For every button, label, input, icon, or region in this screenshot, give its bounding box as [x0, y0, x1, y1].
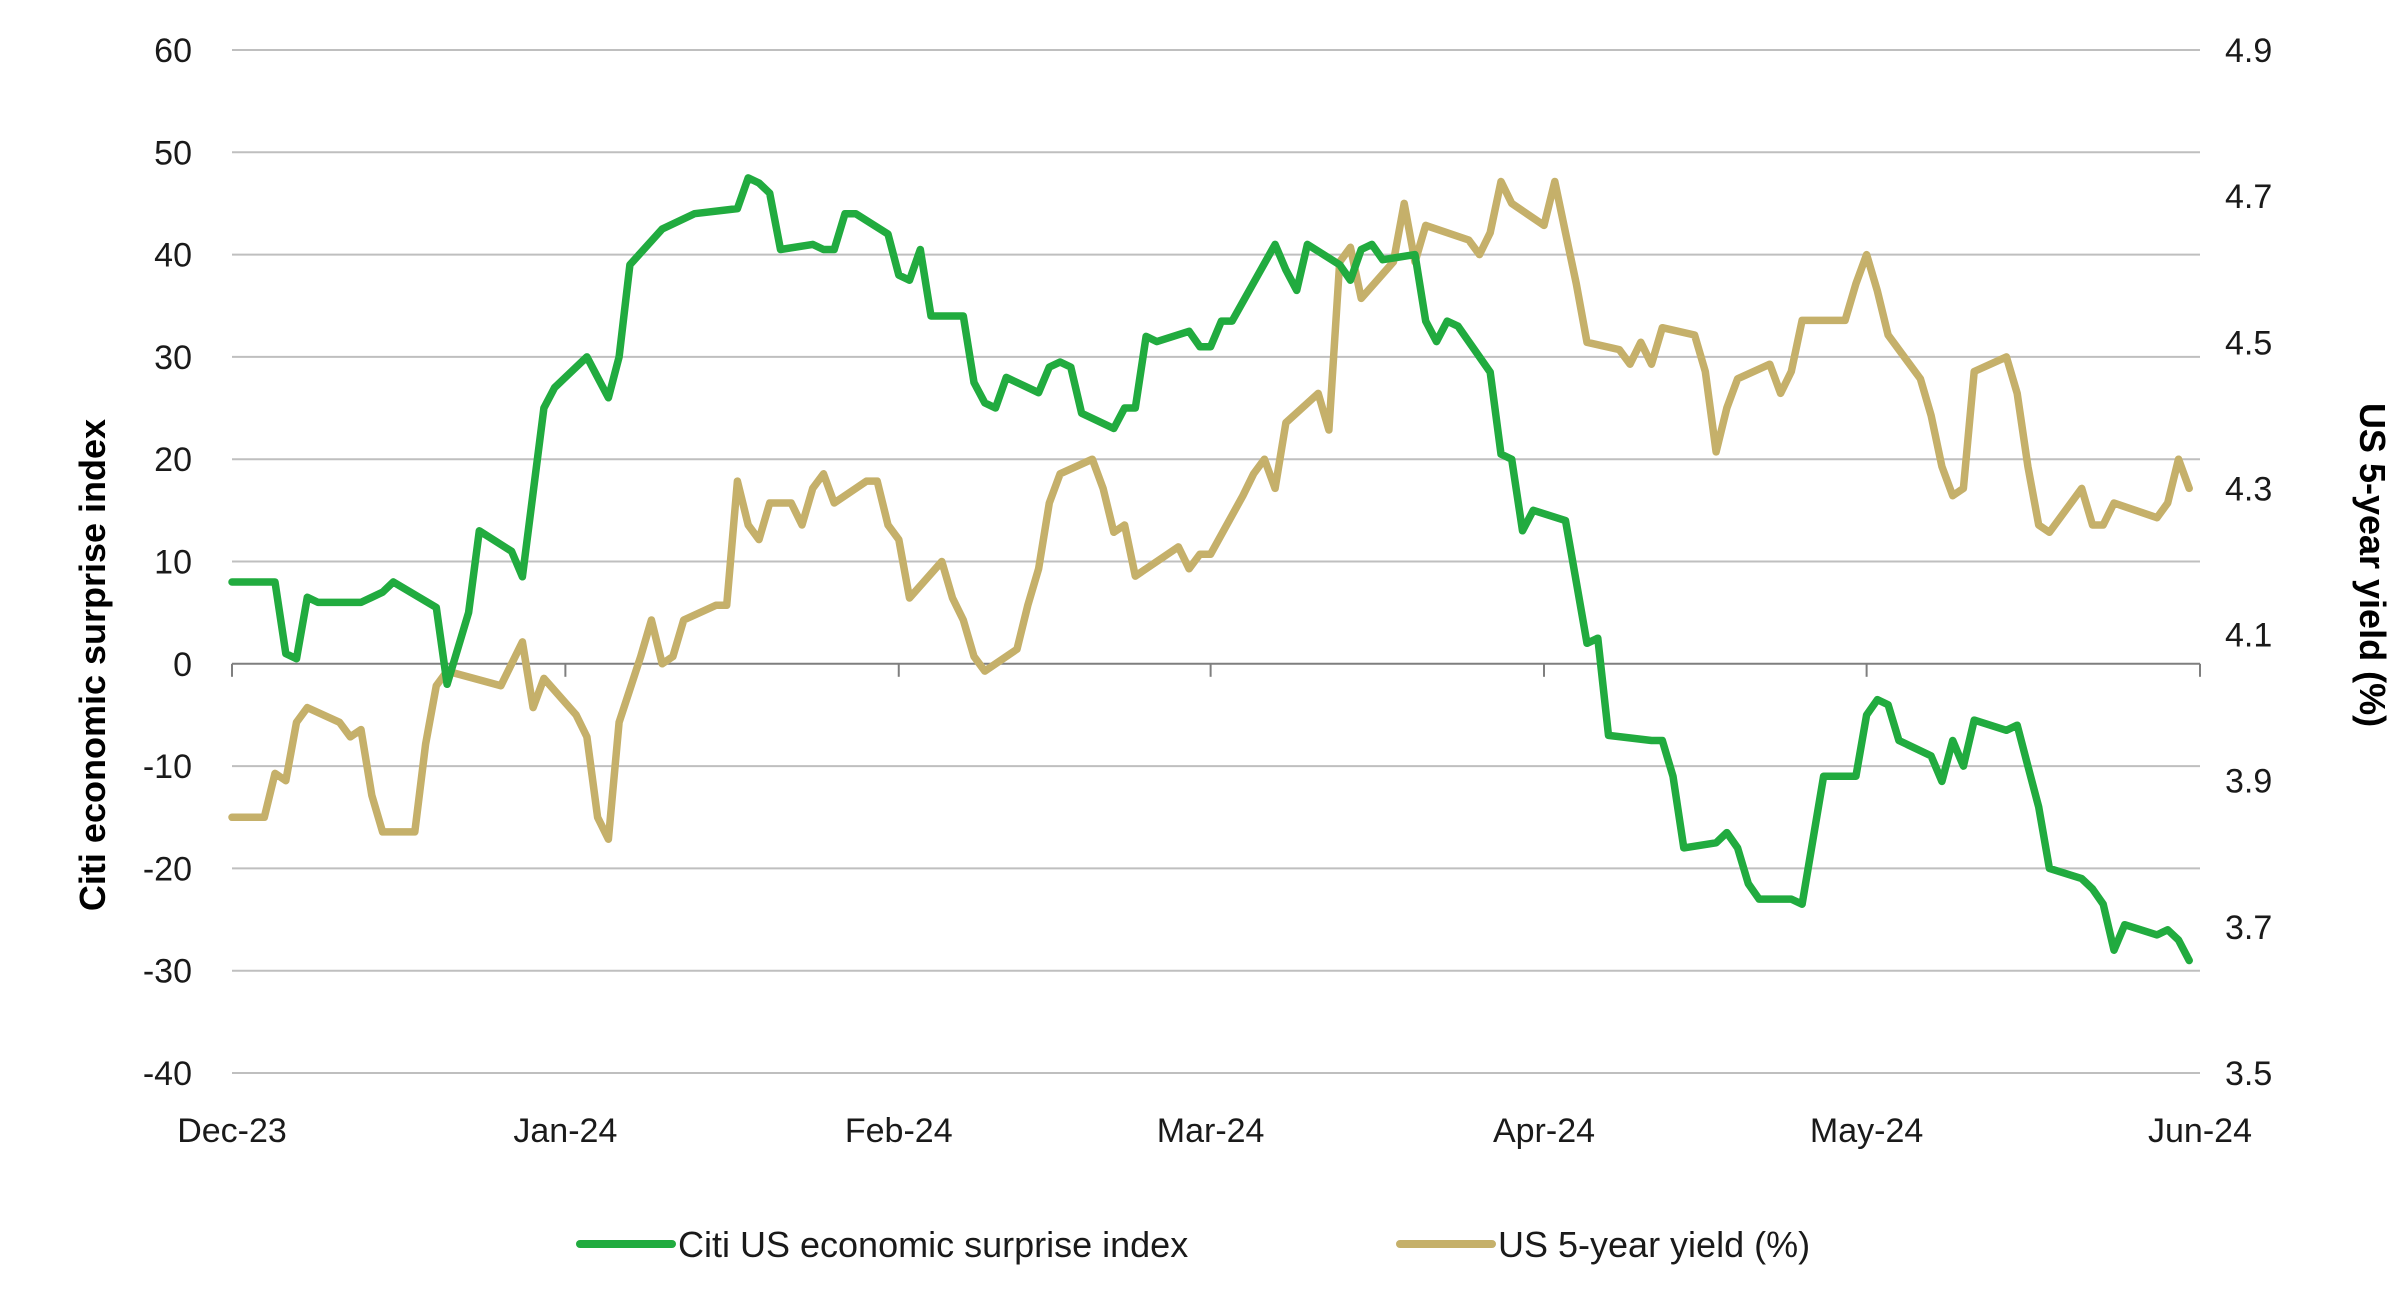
right-y-tick-label: 3.7 — [2225, 909, 2272, 947]
left-y-tick-label: 10 — [154, 544, 192, 582]
right-y-tick-label: 4.9 — [2225, 32, 2272, 70]
series-line-5y-yield — [228, 177, 2193, 843]
x-tick-label: May-24 — [1810, 1112, 1923, 1150]
gridlines — [232, 49, 2200, 1074]
left-y-tick-label: 60 — [154, 32, 192, 70]
right-y-tick-label: 3.5 — [2225, 1055, 2272, 1093]
left-y-tick-label: -20 — [143, 850, 192, 888]
x-tick-labels: Dec-23 Jan-24 Feb-24 Mar-24 Apr-24 May-24 Jun-… — [177, 1112, 2252, 1150]
x-tick-label: Dec-23 — [177, 1112, 287, 1150]
x-tick-label: Feb-24 — [845, 1112, 953, 1150]
axes — [231, 662, 2201, 677]
right-y-axis-title: US 5-year yield (%) — [2352, 403, 2393, 727]
left-y-tick-labels: -40 -30 -20 -10 0 10 20 30 40 50 60 — [143, 32, 192, 1093]
legend-label-surprise: Citi US economic surprise index — [678, 1224, 1188, 1265]
right-y-tick-label: 3.9 — [2225, 763, 2272, 801]
left-y-tick-label: 30 — [154, 339, 192, 377]
series-line-surprise-index — [228, 174, 2193, 965]
right-y-tick-label: 4.3 — [2225, 470, 2272, 508]
left-y-tick-label: -40 — [143, 1055, 192, 1093]
x-tick-label: Apr-24 — [1493, 1112, 1595, 1150]
right-y-tick-label: 4.1 — [2225, 617, 2272, 655]
left-y-tick-label: 50 — [154, 134, 192, 172]
right-y-tick-label: 4.5 — [2225, 324, 2272, 362]
left-y-tick-label: 40 — [154, 237, 192, 275]
series-lines — [228, 174, 2193, 965]
left-y-tick-label: 20 — [154, 441, 192, 479]
left-y-tick-label: 0 — [173, 646, 192, 684]
left-y-tick-label: -30 — [143, 953, 192, 991]
x-tick-label: Jun-24 — [2148, 1112, 2252, 1150]
x-tick-label: Mar-24 — [1157, 1112, 1265, 1150]
right-y-tick-label: 4.7 — [2225, 178, 2272, 216]
x-tick-label: Jan-24 — [513, 1112, 617, 1150]
right-y-tick-labels: 3.5 3.7 3.9 4.1 4.3 4.5 4.7 4.9 — [2225, 32, 2272, 1093]
legend-label-yield: US 5-year yield (%) — [1498, 1224, 1810, 1265]
left-y-axis-title: Citi economic surprise index — [72, 419, 113, 911]
legend: Citi US economic surprise index US 5-yea… — [576, 1224, 1810, 1265]
left-y-tick-label: -10 — [143, 748, 192, 786]
